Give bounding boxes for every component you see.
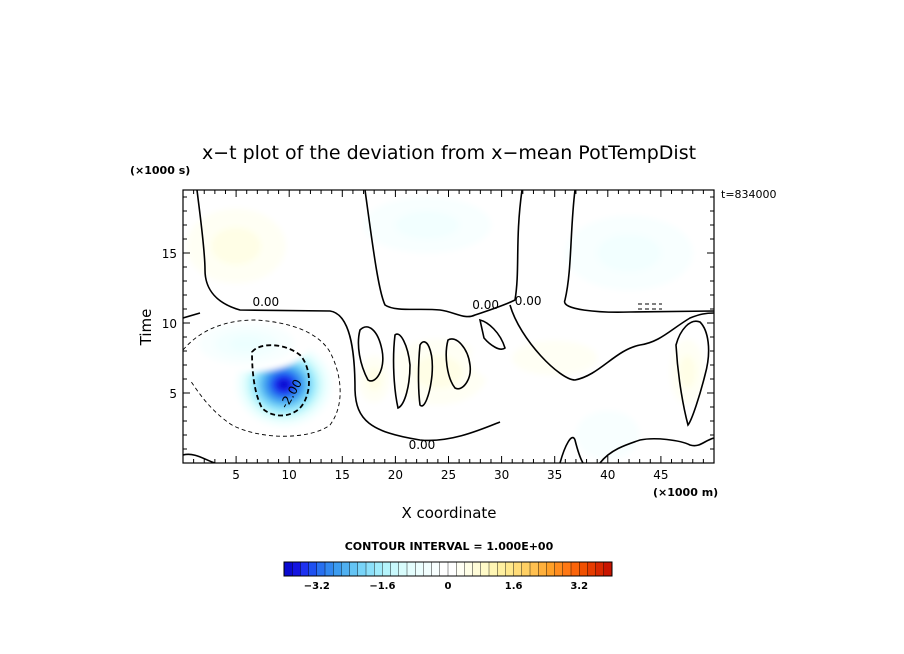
negative-contours <box>183 303 662 437</box>
x-tick-label: 35 <box>547 468 562 482</box>
colorbar-swatch <box>497 561 506 577</box>
colorbar-swatch <box>579 561 588 577</box>
colorbar-swatch <box>423 561 433 577</box>
y-tick-label: 5 <box>169 387 177 401</box>
colorbar-swatch <box>505 561 515 577</box>
x-tick-label: 5 <box>232 468 240 482</box>
colorbar-swatch <box>546 561 556 577</box>
colorbar-swatch <box>447 561 457 577</box>
chart-title: x−t plot of the deviation from x−mean Po… <box>202 142 696 164</box>
contour-line-mid-cells <box>357 318 506 410</box>
colorbar-swatch <box>570 561 580 577</box>
colorbar-swatch <box>406 561 416 577</box>
y-axis: 5 10 15 <box>162 196 714 450</box>
field-blob-1-3 <box>230 337 263 351</box>
contour-line-minus-one <box>183 319 341 437</box>
colorbar-swatch <box>415 561 424 577</box>
field-blob-3-2 <box>597 234 661 272</box>
contour-label: 0.00 <box>515 294 542 308</box>
colorbar-swatch <box>316 561 326 577</box>
contour-line-minus-one-right <box>638 303 662 310</box>
field-blob-0-20 <box>281 382 287 387</box>
colorbar-swatch <box>292 561 301 577</box>
field-blob-9-1 <box>512 340 598 376</box>
colorbar-swatch <box>374 561 383 577</box>
x-tick-label: 10 <box>282 468 297 482</box>
y-unit-label: (×1000 s) <box>130 164 190 177</box>
colorbar-swatch <box>480 561 490 577</box>
colorbar-swatch <box>283 561 293 577</box>
x-axis: 5 10 15 20 25 30 35 40 45 <box>193 190 704 482</box>
colorbar-swatch <box>357 561 367 577</box>
colorbar-swatch <box>587 561 597 577</box>
x-unit-label: (×1000 m) <box>653 486 718 499</box>
colorbar-swatch <box>365 561 375 577</box>
field-blob-2-2 <box>395 211 460 239</box>
x-tick-label: 40 <box>600 468 615 482</box>
y-tick-label: 15 <box>162 247 177 261</box>
colorbar-swatch <box>529 561 539 577</box>
colorbar-swatch <box>431 561 441 577</box>
contour-label: 0.00 <box>472 298 499 312</box>
colorbar-tick-label: −1.6 <box>369 581 395 592</box>
colorbar-swatch <box>390 561 400 577</box>
contour-line-top-mid <box>364 190 523 318</box>
colorbar-swatch <box>349 561 359 577</box>
x-tick-label: 15 <box>335 468 350 482</box>
colorbar-frame <box>283 561 613 577</box>
colorbar-swatch <box>595 561 605 577</box>
field-blob-8-2 <box>678 355 696 389</box>
field-blob-10-0 <box>501 190 566 260</box>
zero-contours <box>183 190 714 463</box>
contour-line-minus-two <box>251 344 310 417</box>
x-axis-label: X coordinate <box>401 504 496 522</box>
colorbar-tick-label: −3.2 <box>304 581 330 592</box>
contour-line-left-lobe <box>183 312 216 463</box>
colorbar-swatch <box>521 561 531 577</box>
colorbar-title: CONTOUR INTERVAL = 1.000E+00 <box>345 540 554 553</box>
colorbar-swatch <box>439 561 449 577</box>
x-tick-label: 30 <box>494 468 509 482</box>
field-blob-7-2 <box>366 367 382 391</box>
colorbar-swatch <box>308 561 318 577</box>
colorbar-swatch <box>488 561 498 577</box>
colorbar-swatch <box>472 561 482 577</box>
colorbar-swatch <box>513 561 523 577</box>
colorbar-swatch <box>538 561 547 577</box>
x-tick-label: 20 <box>388 468 403 482</box>
y-tick-label: 10 <box>162 317 177 331</box>
contour-line-right-cell <box>675 320 710 427</box>
field-blob-4-1 <box>575 410 640 460</box>
colorbar-swatch <box>554 561 564 577</box>
colorbar-swatch <box>398 561 408 577</box>
colorbar-swatch <box>333 561 342 577</box>
colorbar-swatch <box>300 561 310 577</box>
time-label: t=834000 <box>721 188 777 201</box>
contour-line-lower-mid <box>509 304 714 381</box>
colorbar-swatch <box>382 561 392 577</box>
colorbar-swatch <box>341 561 351 577</box>
field-blob-6-2 <box>413 355 463 389</box>
colorbar-tick-label: 3.2 <box>570 581 588 592</box>
colorbar-swatch <box>456 561 465 577</box>
contour-line-top-left <box>196 190 501 442</box>
colorbar-swatch <box>464 561 474 577</box>
contour-line-top-right <box>563 190 714 313</box>
x-tick-label: 45 <box>653 468 668 482</box>
x-tick-label: 25 <box>441 468 456 482</box>
colorbar: −3.2 −1.6 0 1.6 3.2 <box>283 561 613 592</box>
field-blob-5-2 <box>211 227 261 265</box>
contour-line-bottom-right <box>559 436 714 463</box>
y-axis-label: Time <box>137 309 155 347</box>
filled-contour-field <box>183 190 714 463</box>
colorbar-swatch <box>324 561 334 577</box>
colorbar-swatch <box>603 561 613 577</box>
contour-label: 0.00 <box>409 438 436 452</box>
colorbar-tick-label: 1.6 <box>505 581 523 592</box>
colorbar-tick-label: 0 <box>445 581 452 592</box>
contour-label: 0.00 <box>252 295 279 309</box>
plot-area <box>183 190 714 463</box>
colorbar-swatch <box>562 561 572 577</box>
